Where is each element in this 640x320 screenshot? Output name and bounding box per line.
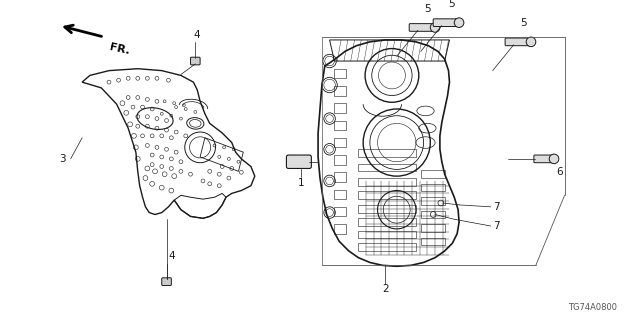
Bar	[358, 205, 416, 212]
Bar	[334, 86, 346, 96]
Bar	[334, 138, 346, 147]
FancyBboxPatch shape	[191, 57, 200, 65]
Bar	[420, 224, 445, 232]
Bar	[358, 149, 416, 157]
Bar	[334, 69, 346, 78]
Text: 3: 3	[60, 154, 67, 164]
Text: 4: 4	[168, 251, 175, 260]
Text: 4: 4	[194, 30, 200, 40]
Text: FR.: FR.	[109, 42, 131, 56]
Text: 5: 5	[424, 4, 431, 14]
Text: 5: 5	[520, 19, 527, 28]
Bar	[334, 224, 346, 234]
Bar	[334, 155, 346, 164]
Bar	[420, 184, 445, 191]
Circle shape	[549, 154, 559, 164]
Bar	[334, 172, 346, 182]
Bar	[334, 189, 346, 199]
Circle shape	[526, 37, 536, 47]
FancyBboxPatch shape	[409, 24, 434, 31]
Text: 2: 2	[382, 284, 388, 294]
Bar	[334, 207, 346, 216]
Bar	[358, 191, 416, 199]
Circle shape	[430, 23, 440, 32]
FancyBboxPatch shape	[433, 19, 458, 27]
Bar	[358, 164, 416, 171]
FancyBboxPatch shape	[505, 38, 530, 46]
Bar	[420, 237, 445, 245]
Bar	[420, 170, 445, 178]
Bar	[358, 218, 416, 226]
Bar	[420, 211, 445, 218]
Text: 7: 7	[493, 221, 499, 231]
Text: 1: 1	[298, 178, 304, 188]
Text: 7: 7	[493, 202, 499, 212]
Circle shape	[454, 18, 464, 28]
FancyBboxPatch shape	[287, 155, 312, 168]
Bar	[358, 178, 416, 186]
FancyBboxPatch shape	[534, 155, 555, 163]
Bar	[358, 231, 416, 238]
Bar	[334, 121, 346, 130]
Text: 5: 5	[448, 0, 454, 9]
Bar	[358, 243, 416, 251]
Text: TG74A0800: TG74A0800	[568, 303, 618, 312]
Bar	[420, 197, 445, 205]
FancyBboxPatch shape	[162, 278, 172, 285]
Bar	[334, 103, 346, 113]
Text: 6: 6	[556, 167, 563, 177]
